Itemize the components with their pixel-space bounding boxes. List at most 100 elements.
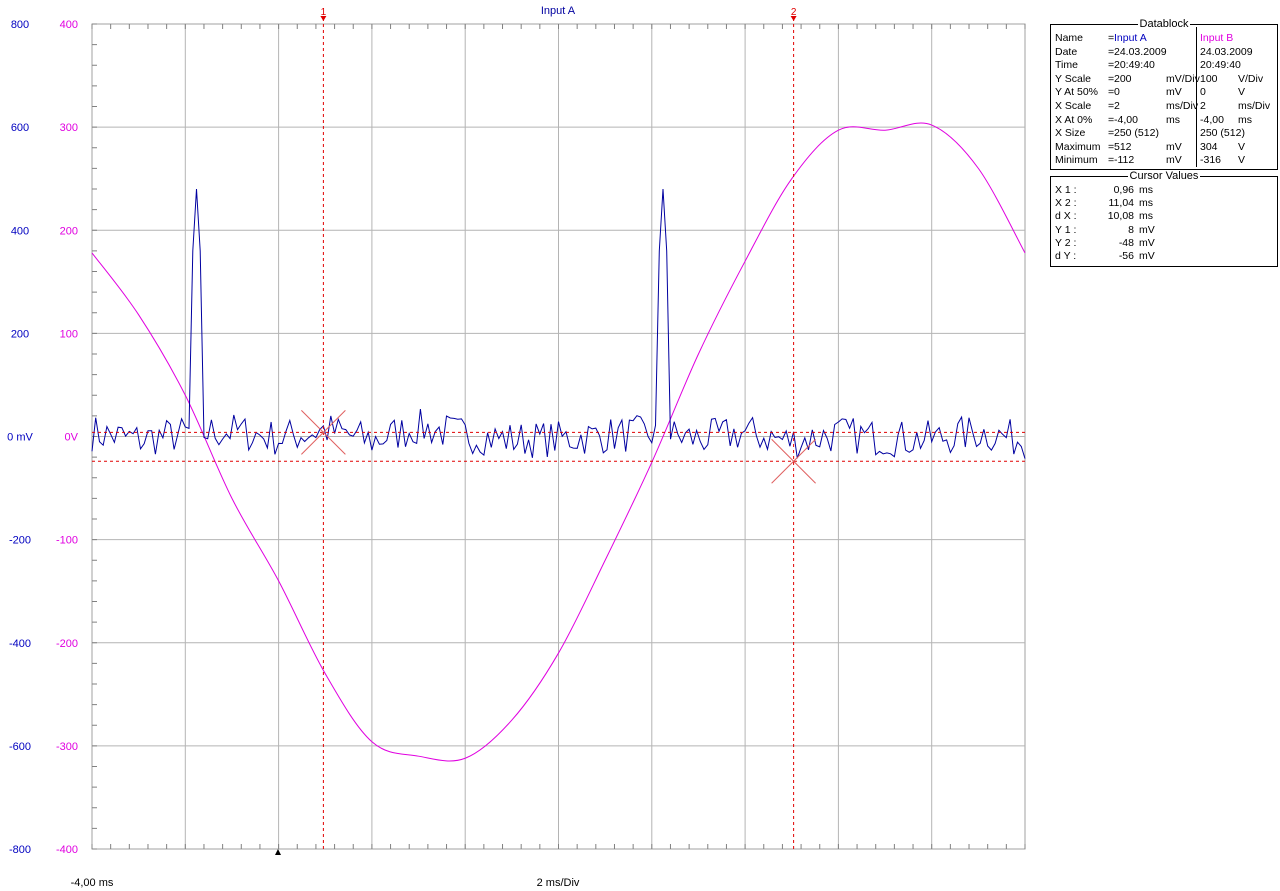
datablock-row-eq: = [1108, 127, 1115, 140]
y-axis-b-tick-label: 0V [65, 432, 79, 444]
datablock-row-label: X At 0% [1055, 113, 1093, 126]
y-axis-a-tick-label: 200 [11, 328, 29, 340]
datablock-row-a-value: -112 [1114, 154, 1135, 167]
y-axis-b-ticks: 400 300 200 100 0V -100 -200 -300 -400 [56, 19, 79, 856]
cursor-values-row-unit: mV [1139, 250, 1155, 262]
datablock-row-a-value: 512 [1114, 140, 1132, 153]
datablock-row-a-unit: mV [1166, 86, 1182, 99]
datablock-row-eq: = [1108, 59, 1115, 72]
datablock-row-eq: = [1108, 86, 1115, 99]
datablock-row-label: Minimum [1055, 154, 1098, 167]
cursor-values-row-label: X 2 : [1055, 197, 1077, 210]
datablock-row-label: Maximum [1055, 140, 1101, 153]
y-axis-b-tick-label: -200 [56, 638, 78, 650]
datablock-row-label: X Size [1055, 127, 1086, 140]
oscilloscope-chart: 800 600 400 200 0 mV -200 -400 -600 -800 400 300 2… [7, 5, 1026, 889]
cursor-1-cross [301, 410, 346, 455]
datablock-row: Y At 50% = 0 mV 0 V [1051, 86, 1277, 99]
datablock-row-label: Y At 50% [1055, 86, 1099, 99]
datablock-row-eq: = [1108, 72, 1115, 85]
cursor-values-row-label: Y 1 : [1055, 223, 1077, 236]
trigger-marker[interactable] [275, 849, 281, 855]
datablock-row-b-value: 24.03.2009 [1200, 45, 1253, 58]
cursor-values-row-value: 10,08 [1107, 210, 1134, 223]
datablock-row: X Size = 250 (512) 250 (512) [1051, 127, 1277, 140]
cursor-values-row-unit: mV [1139, 223, 1155, 236]
y-axis-a-tick-label: 0 mV [7, 432, 33, 444]
y-axis-b-tick-label: 300 [60, 122, 78, 134]
cursor-values-row-unit: ms [1139, 184, 1153, 196]
datablock-row-b-value: 0 [1200, 86, 1206, 99]
cursor-2-marker [790, 16, 797, 21]
datablock-row-eq: = [1108, 100, 1115, 112]
datablock-row-b-unit: ms [1238, 113, 1252, 126]
datablock-row-eq: = [1108, 45, 1115, 58]
cursor-values-row: X 1 : 0,96 ms [1051, 184, 1277, 197]
datablock-row-b-value: 100 [1200, 72, 1218, 85]
datablock-row-eq: = [1108, 140, 1115, 153]
x-scale-label: 2 ms/Div [537, 877, 580, 889]
cursor-values-row: Y 1 : 8 mV [1051, 224, 1277, 237]
datablock-row-b-value: Input B [1200, 32, 1234, 44]
cursor-values-row-value: -56 [1118, 250, 1134, 262]
cursor-values-row-value: 8 [1128, 223, 1134, 236]
datablock-row-a-value: 250 (512) [1114, 127, 1159, 140]
datablock-row: X At 0% = -4,00 ms -4,00 ms [1051, 114, 1277, 127]
datablock-row-a-value: 2 [1114, 100, 1120, 112]
cursor-values-title: Cursor Values [1127, 170, 1201, 182]
y-axis-a-tick-label: 800 [11, 19, 29, 31]
datablock-row: X Scale = 2 ms/Div 2 ms/Div [1051, 100, 1277, 113]
cursor-values-row-unit: ms [1139, 197, 1153, 210]
cursor-values-row-label: d X : [1055, 210, 1077, 223]
x-start-label: -4,00 ms [71, 877, 114, 889]
cursor-values-row-unit: ms [1139, 210, 1153, 223]
datablock-row-a-unit: mV [1166, 140, 1182, 153]
chart-title: Input A [541, 5, 576, 17]
datablock-row-label: Date [1055, 45, 1078, 58]
datablock-row-a-value: Input A [1114, 32, 1147, 44]
datablock-row-a-unit: ms/Div [1166, 100, 1199, 112]
cursor-values-row-value: 11,04 [1108, 197, 1135, 210]
datablock-row-b-value: 20:49:40 [1200, 59, 1241, 72]
datablock-row-a-value: 24.03.2009 [1114, 45, 1167, 58]
datablock-row-b-value: -316 [1200, 154, 1222, 167]
datablock-row-b-unit: V [1238, 86, 1246, 99]
datablock-row-a-value: 0 [1114, 86, 1120, 99]
y-axis-a-ticks: 800 600 400 200 0 mV -200 -400 -600 -800 [7, 19, 33, 856]
datablock-row-b-unit: V/Div [1238, 72, 1264, 85]
cursor-2-cross [771, 438, 816, 484]
y-axis-b-tick-label: 400 [60, 19, 78, 31]
datablock-row: Name = Input A Input B [1051, 32, 1277, 45]
cursor-values-row: X 2 : 11,04 ms [1051, 197, 1277, 210]
cursor-values-row: Y 2 : -48 mV [1051, 237, 1277, 250]
datablock-row-label: Y Scale [1055, 72, 1091, 85]
y-axis-a-tick-label: -600 [9, 741, 31, 753]
datablock-row-a-unit: mV [1166, 154, 1182, 167]
datablock-row: Time = 20:49:40 20:49:40 [1051, 59, 1277, 72]
datablock-row-b-value: 250 (512) [1200, 127, 1245, 140]
y-axis-a-tick-label: 600 [11, 122, 29, 134]
cursor-values-row: d X : 10,08 ms [1051, 210, 1277, 223]
y-axis-b-tick-label: 100 [60, 328, 78, 340]
cursor-values-row: d Y : -56 mV [1051, 250, 1277, 263]
datablock-row-eq: = [1108, 154, 1115, 167]
cursor-values-row-unit: mV [1139, 236, 1155, 249]
datablock-row: Minimum = -112 mV -316 V [1051, 154, 1277, 167]
cursor-values-row-label: X 1 : [1055, 184, 1077, 196]
datablock-row-a-unit: ms [1166, 113, 1180, 126]
cursor-2-label: 2 [791, 7, 797, 18]
cursor-values-row-value: -48 [1118, 236, 1134, 249]
y-axis-b-tick-label: 200 [60, 225, 78, 237]
datablock-separator [1196, 27, 1197, 167]
cursor-values-panel: Cursor Values X 1 :0,96 ms X 2 :11,04 ms d X… [1050, 170, 1278, 267]
y-axis-a-tick-label: -800 [9, 844, 31, 856]
datablock-row: Date = 24.03.2009 24.03.2009 [1051, 46, 1277, 59]
series-layer [91, 122, 1026, 762]
datablock-row-a-unit: mV/Div [1166, 72, 1200, 85]
datablock-row-b-unit: V [1238, 140, 1246, 153]
datablock-row-eq: = [1108, 32, 1115, 44]
y-axis-b-tick-label: -400 [56, 844, 78, 856]
datablock-row-b-value: 2 [1200, 100, 1206, 112]
y-axis-a-tick-label: 400 [11, 225, 29, 237]
